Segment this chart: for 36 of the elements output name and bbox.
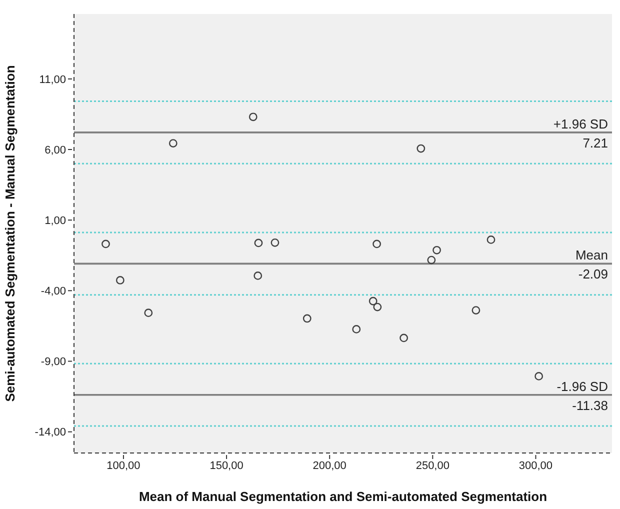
y-tick-label: -9,00 (40, 356, 66, 368)
ref-line-label: -1.96 SD -11.38 (556, 378, 608, 413)
y-tick-label: -14,00 (34, 426, 66, 439)
point (372, 240, 382, 248)
point (472, 306, 480, 314)
point (102, 240, 110, 248)
point (248, 112, 258, 122)
point (168, 139, 178, 148)
x-tick-label: 200,00 (312, 460, 346, 472)
x-axis-title: Mean of Manual Segmentation and Semi-automated Segmentation (138, 489, 548, 504)
x-tick-label: 150,00 (210, 460, 244, 472)
x-tick-label: 300,00 (518, 460, 553, 472)
x-tick-label: 250,00 (416, 460, 450, 472)
y-axis-title: Semi-automated Segmentation - Manual Segmentation (2, 65, 18, 402)
y-tick-label: -4,00 (40, 286, 66, 298)
point (270, 238, 280, 247)
point (352, 325, 361, 334)
point (254, 272, 262, 280)
x-tick-label: 100,00 (106, 460, 140, 472)
y-tick-label: 6,00 (44, 144, 66, 156)
point (368, 296, 378, 306)
point (432, 246, 441, 254)
point (116, 276, 124, 284)
point (534, 372, 544, 380)
y-tick-label: 1,00 (44, 214, 66, 227)
point (416, 144, 426, 153)
point (373, 302, 382, 312)
point (144, 308, 153, 318)
point (302, 314, 312, 323)
point (254, 238, 263, 248)
y-tick-label: 11,00 (39, 74, 66, 86)
point (400, 334, 408, 342)
point (427, 256, 436, 264)
ref-line-label: Mean -2.09 (575, 248, 608, 282)
point (486, 236, 496, 244)
ref-line-label: +1.96 SD 7.21 (553, 116, 608, 150)
